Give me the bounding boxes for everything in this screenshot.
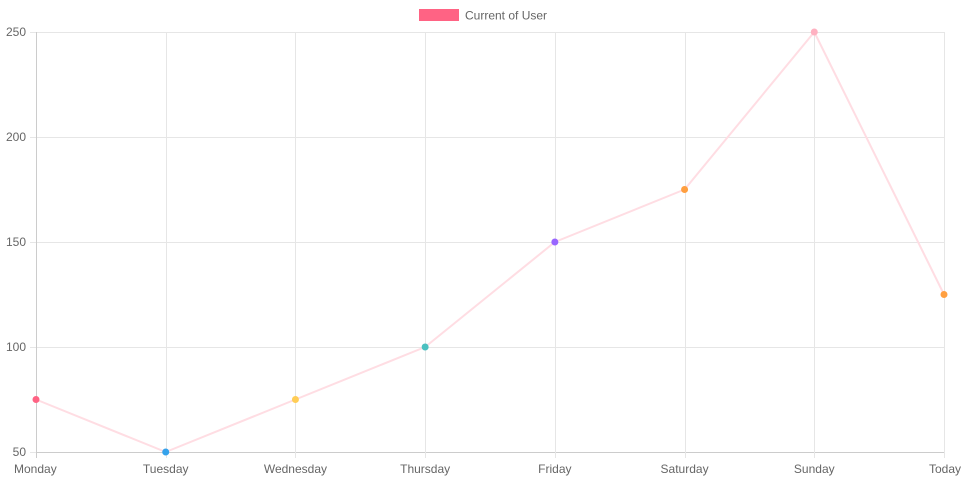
data-point[interactable] <box>32 396 40 403</box>
y-tick-label: 150 <box>6 235 26 249</box>
y-tick-label: 250 <box>6 25 26 39</box>
legend-swatch[interactable] <box>419 9 459 21</box>
data-point[interactable] <box>162 448 170 456</box>
series-layer <box>32 28 948 456</box>
legend-label[interactable]: Current of User <box>465 9 547 23</box>
data-point[interactable] <box>421 343 429 351</box>
data-point[interactable] <box>810 28 818 36</box>
data-point[interactable] <box>291 396 299 403</box>
x-tick-label: Thursday <box>400 462 450 476</box>
grid-layer <box>36 32 945 458</box>
x-tick-label: Wednesday <box>264 462 327 476</box>
x-tick-label: Tuesday <box>143 462 189 476</box>
y-tick-label: 200 <box>6 130 26 144</box>
data-point[interactable] <box>940 291 948 298</box>
x-tick-label: Today <box>929 462 961 476</box>
y-tick-label: 100 <box>6 340 26 354</box>
axis-layer: 50 100 150 200 250 Monday Tuesday Wednesday Thur… <box>6 25 961 476</box>
x-tick-label: Saturday <box>661 462 709 476</box>
legend[interactable]: Current of User <box>419 9 547 23</box>
y-tick-label: 50 <box>13 445 27 459</box>
x-tick-label: Friday <box>538 462 571 476</box>
x-tick-label: Monday <box>14 462 57 476</box>
data-point[interactable] <box>551 238 559 246</box>
data-point[interactable] <box>681 186 689 193</box>
x-tick-label: Sunday <box>794 462 835 476</box>
series-line <box>35 31 945 453</box>
